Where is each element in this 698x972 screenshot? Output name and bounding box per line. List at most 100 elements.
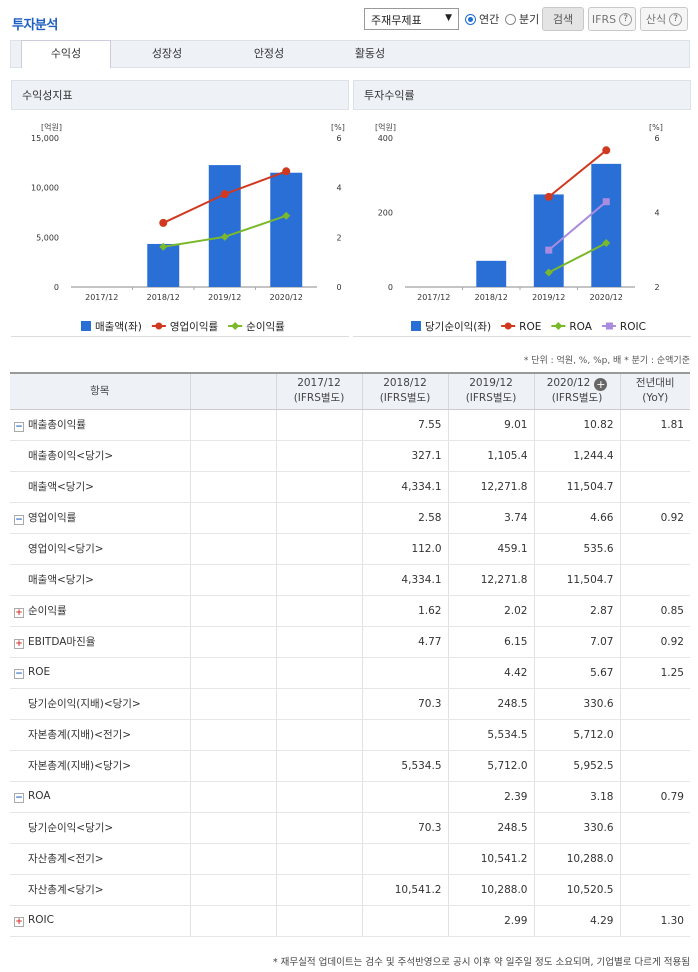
cell-value [276, 812, 363, 844]
collapse-icon[interactable]: − [14, 793, 24, 803]
row-label[interactable]: + EBITDA마진율 [10, 625, 191, 658]
y-right-tick-label: 2 [654, 283, 659, 292]
help-icon: ? [619, 12, 633, 26]
cell-value: 10.82 [534, 408, 621, 441]
row-label: 자본총계(지배)<당기> [10, 750, 191, 782]
radio-quarter[interactable]: 분기 [505, 11, 539, 27]
x-tick-label: 2018/12 [147, 293, 180, 302]
x-tick-label: 2020/12 [270, 293, 303, 302]
row-label: 당기순이익(지배)<당기> [10, 688, 191, 720]
cell-value: 12,271.8 [448, 471, 535, 503]
cell-value [620, 874, 690, 906]
y-right-tick-label: 4 [654, 209, 659, 218]
cell-value: 112.0 [362, 533, 449, 565]
y-right-tick-label: 4 [336, 184, 341, 193]
y-left-tick-label: 10,000 [31, 184, 59, 193]
table-row: + ROIC 2.99 4.29 1.30 [10, 904, 690, 937]
cell-value: 6.15 [448, 625, 535, 658]
statement-select-value: 주재무제표 [371, 14, 422, 27]
cell-value: 7.07 [534, 625, 621, 658]
cell-value: 459.1 [448, 533, 535, 565]
cell-value: 9.01 [448, 408, 535, 441]
cell-value: 10,288.0 [448, 874, 535, 906]
tab-stability[interactable]: 안정성 [253, 47, 285, 60]
cell-value: 10,541.2 [362, 874, 449, 906]
y-left-unit: [억원] [375, 122, 396, 132]
point-marker [602, 146, 611, 155]
expand-icon[interactable]: + [14, 917, 24, 927]
bar [147, 243, 180, 287]
cell-value [276, 564, 363, 596]
series-line [548, 242, 607, 274]
legend-marker [554, 322, 563, 330]
row-label[interactable]: − 영업이익률 [10, 501, 191, 534]
tab-profitability[interactable]: 수익성 [21, 40, 111, 68]
cell-value [190, 564, 277, 596]
tab-bar: 수익성 성장성 안정성 활동성 [10, 40, 690, 68]
row-label-text: 자산총계<전기> [28, 853, 104, 865]
header-line: (IFRS별도) [293, 392, 345, 405]
search-button[interactable]: 검색 [542, 7, 584, 31]
cell-value [620, 812, 690, 844]
legend-label: 당기순이익(좌) [425, 321, 491, 333]
table-row: 자본총계(지배)<전기> 5,534.5 5,712.0 [10, 719, 690, 751]
tab-growth[interactable]: 성장성 [151, 47, 183, 60]
chart-profitability-plot: [억원] [%] 15,000 10,000 5,000 0 6 4 2 0 2017/12 2018… [31, 122, 345, 333]
tab-activity[interactable]: 활동성 [354, 47, 386, 60]
x-tick-label: 2019/12 [532, 293, 565, 302]
collapse-icon[interactable]: − [14, 669, 24, 679]
y-left-tick-label: 200 [378, 209, 393, 218]
row-label-text: 매출총이익률 [28, 419, 86, 431]
expand-all-icon[interactable]: + [594, 378, 608, 392]
cell-value [276, 688, 363, 720]
cell-value: 0.92 [620, 501, 690, 534]
cell-value [190, 656, 277, 689]
cell-value: 1.25 [620, 656, 690, 689]
legend-swatch [81, 321, 91, 331]
row-label: 매출액<당기> [10, 564, 191, 596]
cell-value: 330.6 [534, 812, 621, 844]
cell-value: 330.6 [534, 688, 621, 720]
cell-value: 2.02 [448, 594, 535, 627]
cell-value [276, 408, 363, 441]
y-right-tick-label: 6 [336, 134, 341, 143]
x-tick-label: 2017/12 [417, 293, 450, 302]
row-label[interactable]: − ROA [10, 780, 191, 813]
legend-label: ROA [569, 321, 592, 333]
chart-return: 투자수익률 [억원] [%] 400 200 0 6 4 2 2017/12 2018/12 201… [353, 80, 691, 337]
row-label[interactable]: − 매출총이익률 [10, 408, 191, 441]
table-row: 자산총계<전기> 10,541.2 10,288.0 [10, 843, 690, 875]
table-row: 자산총계<당기> 10,541.2 10,288.0 10,520.5 [10, 874, 690, 906]
ifrs-button[interactable]: IFRS? [588, 7, 636, 31]
row-label[interactable]: − ROE [10, 656, 191, 689]
point-marker [602, 198, 610, 206]
row-label[interactable]: + ROIC [10, 904, 191, 937]
expand-icon[interactable]: + [14, 608, 24, 618]
formula-button-label: 산식 [645, 13, 667, 26]
cell-value: 1.81 [620, 408, 690, 441]
cell-value: 248.5 [448, 812, 535, 844]
collapse-icon[interactable]: − [14, 422, 24, 432]
radio-annual[interactable]: 연간 [465, 11, 499, 27]
row-label-text: ROE [28, 666, 51, 678]
y-left-tick-label: 5,000 [36, 233, 59, 242]
cell-value [276, 750, 363, 782]
cell-value: 11,504.7 [534, 471, 621, 503]
cell-value [190, 904, 277, 937]
table-row: − 매출총이익률 7.55 9.01 10.82 1.81 [10, 408, 690, 441]
legend-label: 순이익률 [246, 321, 285, 333]
statement-select[interactable]: 주재무제표 ▼ [364, 8, 459, 30]
cell-value: 7.55 [362, 408, 449, 441]
formula-button[interactable]: 산식? [640, 7, 688, 31]
y-left-tick-label: 0 [388, 283, 393, 292]
collapse-icon[interactable]: − [14, 515, 24, 525]
row-label-text: 영업이익률 [28, 512, 77, 524]
row-label: 매출액<당기> [10, 471, 191, 503]
row-label[interactable]: + 순이익률 [10, 594, 191, 627]
cell-value [190, 408, 277, 441]
expand-icon[interactable]: + [14, 639, 24, 649]
header-line: (IFRS별도) [551, 392, 603, 405]
cell-value: 0.92 [620, 625, 690, 658]
cell-value [620, 688, 690, 720]
cell-value [362, 656, 449, 689]
